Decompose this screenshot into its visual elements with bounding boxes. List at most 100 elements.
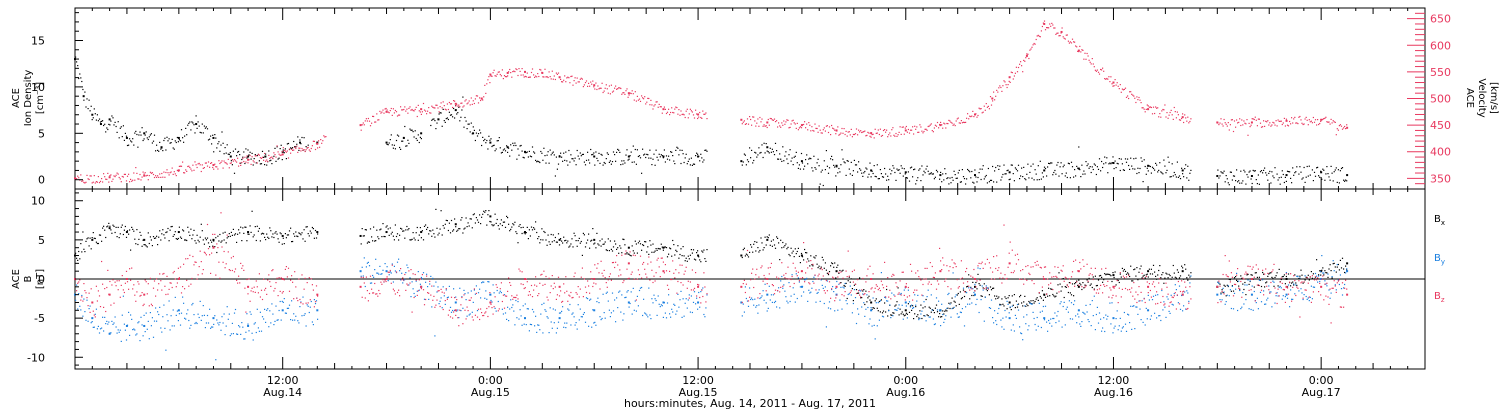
velocity-sample <box>1299 115 1301 118</box>
bx-point <box>281 234 284 237</box>
density-sample <box>788 154 790 156</box>
density-sample <box>294 146 296 148</box>
by-sample <box>534 325 536 327</box>
by-sample <box>609 316 611 318</box>
bx-sample <box>598 244 600 246</box>
bx-sample <box>758 251 760 253</box>
density-sample <box>673 160 675 162</box>
velocity-sample <box>272 158 274 160</box>
velocity-sample <box>892 127 894 129</box>
by-sample <box>1163 301 1165 303</box>
by-sample <box>1275 295 1277 297</box>
density-sample <box>457 112 459 114</box>
velocity-sample <box>473 102 475 105</box>
by-sample <box>605 292 607 294</box>
density-sample <box>440 112 442 114</box>
velocity-sample <box>519 70 521 72</box>
density-sample <box>902 175 904 177</box>
bx-sample <box>1319 270 1321 272</box>
bx-sample <box>483 210 485 212</box>
bx-sample <box>243 232 245 234</box>
velocity-sample <box>1081 49 1083 51</box>
density-sample <box>1128 164 1130 167</box>
density-point <box>160 146 163 149</box>
bx-sample <box>132 228 134 230</box>
velocity-sample <box>101 178 103 180</box>
by-sample <box>963 325 966 327</box>
density-sample <box>177 141 179 143</box>
bx-sample <box>487 214 489 216</box>
density-sample <box>589 162 591 164</box>
bz-sample <box>151 305 153 307</box>
by-sample <box>998 307 1000 310</box>
bx-sample <box>535 221 537 223</box>
bx-sample <box>292 240 294 243</box>
by-sample <box>553 322 555 324</box>
density-sample <box>413 136 415 138</box>
density-sample <box>941 181 943 183</box>
density-sample <box>1282 173 1284 176</box>
velocity-sample <box>1336 128 1338 130</box>
velocity-sample <box>791 120 793 122</box>
bx-sample <box>1301 274 1303 276</box>
by-sample <box>257 327 259 329</box>
density-sample <box>171 138 173 140</box>
density-sample <box>577 155 579 157</box>
bx-sample <box>285 237 287 239</box>
density-sample <box>485 142 487 144</box>
bx-sample <box>930 311 932 313</box>
density-sample <box>418 141 420 144</box>
by-sample <box>1293 283 1295 285</box>
velocity-sample <box>1179 119 1182 121</box>
density-point <box>1112 162 1115 165</box>
bx-sample <box>89 237 91 239</box>
bx-sample <box>1014 307 1016 309</box>
density-sample <box>918 169 920 171</box>
bx-sample <box>921 317 923 320</box>
velocity-point <box>904 129 907 132</box>
bx-sample <box>274 232 276 234</box>
density-sample <box>777 158 779 160</box>
velocity-sample <box>531 68 534 70</box>
bx-sample <box>819 268 821 270</box>
density-sample <box>696 152 698 154</box>
bx-sample <box>408 228 410 230</box>
by-sample <box>396 261 399 263</box>
density-sample <box>463 126 465 128</box>
density-sample <box>414 130 416 132</box>
bx-sample <box>897 287 899 289</box>
bx-sample <box>485 210 487 212</box>
velocity-sample <box>923 130 925 133</box>
bx-sample <box>1049 295 1051 297</box>
velocity-sample <box>819 129 821 131</box>
bx-sample <box>1088 277 1090 279</box>
density-sample <box>682 153 684 155</box>
by-sample <box>1096 306 1098 308</box>
velocity-sample <box>1005 84 1007 86</box>
density-sample <box>975 176 977 178</box>
by-sample <box>298 322 300 324</box>
bx-sample <box>575 240 577 242</box>
bz-point <box>697 285 700 288</box>
velocity-sample <box>741 123 743 125</box>
velocity-sample <box>860 130 862 132</box>
bz-sample <box>75 279 77 281</box>
density-sample <box>742 161 744 163</box>
velocity-sample <box>260 157 263 159</box>
bx-sample <box>671 255 673 257</box>
bx-sample <box>167 227 169 230</box>
velocity-sample <box>255 155 257 157</box>
bx-sample <box>474 222 476 224</box>
velocity-point <box>1250 121 1253 124</box>
bx-sample <box>384 236 386 238</box>
by-sample <box>255 331 257 334</box>
velocity-sample <box>488 76 490 78</box>
bx-sample <box>1282 275 1284 278</box>
density-sample <box>472 126 474 128</box>
density-sample <box>1238 180 1240 182</box>
velocity-sample <box>921 130 923 132</box>
by-sample <box>489 294 491 296</box>
by-sample <box>1298 290 1300 292</box>
by-sample <box>815 301 817 303</box>
density-sample <box>909 167 912 169</box>
